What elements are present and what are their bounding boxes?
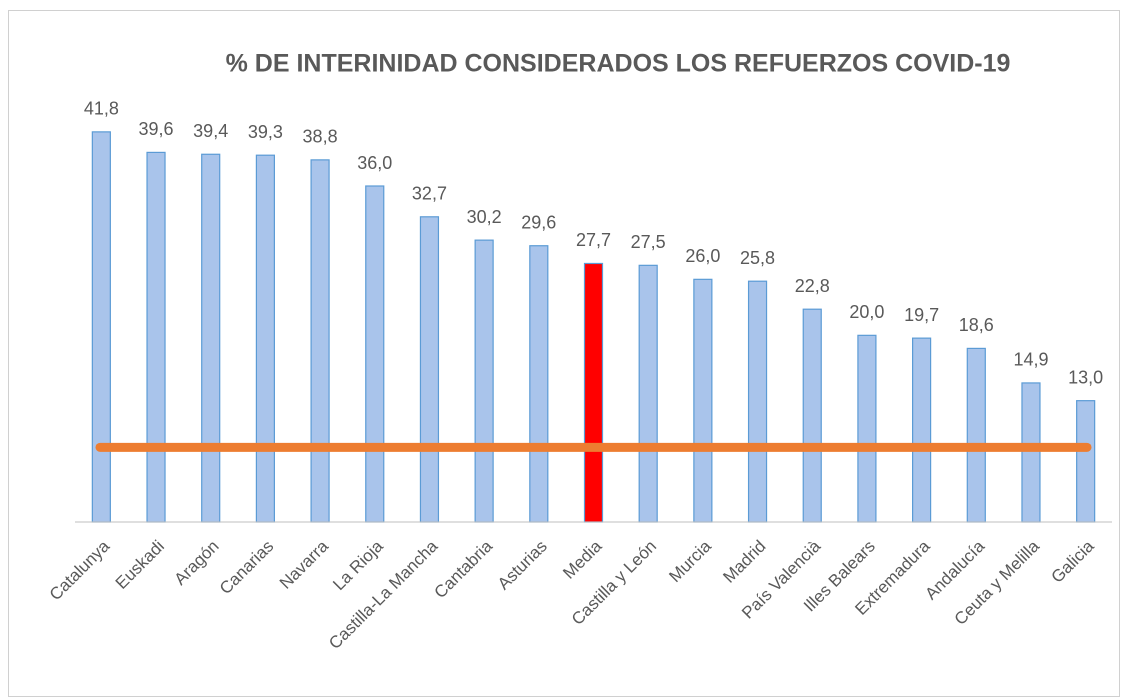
bar [419, 216, 440, 523]
bar [1021, 382, 1041, 523]
bar [638, 264, 658, 523]
value-label: 25,8 [740, 248, 775, 268]
bar [857, 334, 877, 523]
value-label: 27,7 [576, 230, 611, 250]
value-label: 30,2 [467, 207, 502, 227]
value-label: 14,9 [1013, 350, 1048, 370]
bar [747, 280, 768, 523]
value-label: 22,8 [795, 276, 830, 296]
value-label: 39,3 [248, 122, 283, 142]
bar [201, 153, 221, 523]
value-label: 32,7 [412, 184, 447, 204]
bar [583, 262, 604, 523]
value-label: 20,0 [849, 302, 884, 322]
value-label: 39,4 [193, 121, 228, 141]
chart-border [8, 10, 1120, 697]
value-label: 13,0 [1068, 367, 1103, 387]
value-label: 41,8 [84, 99, 119, 119]
bar [802, 308, 822, 523]
bar [310, 159, 330, 523]
value-label: 26,0 [685, 246, 720, 266]
value-label: 39,6 [139, 119, 174, 139]
value-label: 27,5 [631, 232, 666, 252]
bar [966, 347, 986, 523]
chart-title: % DE INTERINIDAD CONSIDERADOS LOS REFUER… [226, 50, 1011, 78]
bar [529, 245, 549, 523]
bar [255, 154, 275, 523]
bar [1076, 400, 1096, 523]
bar [91, 131, 111, 523]
value-label: 29,6 [521, 212, 556, 232]
value-label: 36,0 [357, 153, 392, 173]
value-label: 18,6 [959, 315, 994, 335]
bar [365, 185, 385, 523]
bar [474, 239, 494, 523]
value-label: 38,8 [303, 127, 338, 147]
bar [693, 278, 713, 523]
bar [912, 337, 932, 523]
value-label: 19,7 [904, 305, 939, 325]
bar [146, 151, 166, 523]
